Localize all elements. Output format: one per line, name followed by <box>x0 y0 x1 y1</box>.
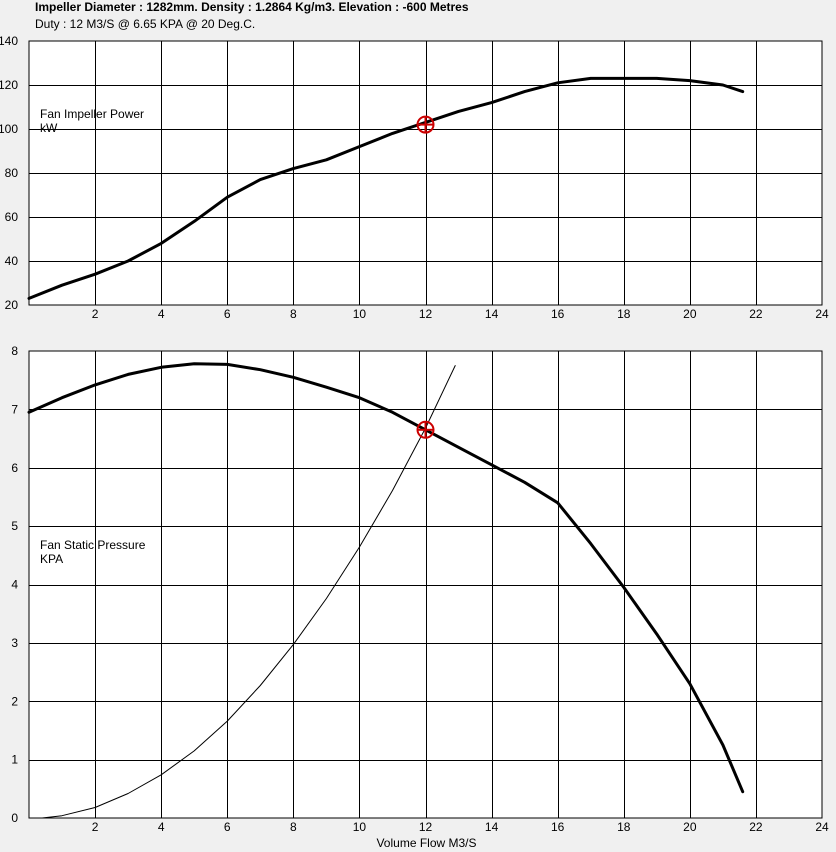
x-tick-label: 14 <box>485 820 499 834</box>
x-tick-label: 8 <box>290 307 297 321</box>
x-tick-label: 22 <box>749 307 763 321</box>
x-tick-label: 4 <box>158 307 165 321</box>
x-tick-label: 22 <box>749 820 763 834</box>
plot-label-line: kW <box>40 121 58 135</box>
x-tick-label: 20 <box>683 307 697 321</box>
y-tick-label: 4 <box>11 578 18 592</box>
x-tick-label: 12 <box>419 820 433 834</box>
x-tick-label: 18 <box>617 820 631 834</box>
x-tick-label: 8 <box>290 820 297 834</box>
x-tick-label: 4 <box>158 820 165 834</box>
y-tick-label: 7 <box>11 402 18 416</box>
x-tick-label: 10 <box>353 820 367 834</box>
x-tick-label: 24 <box>815 820 829 834</box>
y-tick-label: 2 <box>11 694 18 708</box>
x-tick-label: 2 <box>92 307 99 321</box>
x-tick-label: 16 <box>551 820 565 834</box>
power-curve <box>27 76 745 300</box>
x-tick-label: 10 <box>353 307 367 321</box>
x-tick-label: 14 <box>485 307 499 321</box>
chart-title: Impeller Diameter : 1282mm. Density : 1.… <box>35 0 469 14</box>
y-tick-label: 8 <box>11 344 18 358</box>
y-tick-label: 0 <box>11 811 18 825</box>
y-tick-label: 40 <box>5 254 19 268</box>
y-tick-label: 20 <box>5 298 19 312</box>
x-tick-label: 16 <box>551 307 565 321</box>
x-tick-label: 18 <box>617 307 631 321</box>
x-tick-label: 12 <box>419 307 433 321</box>
y-tick-label: 120 <box>0 78 18 92</box>
pressure-curve <box>27 362 745 794</box>
y-tick-label: 5 <box>11 519 18 533</box>
x-tick-label: 2 <box>92 820 99 834</box>
y-tick-label: 80 <box>5 166 19 180</box>
y-tick-label: 100 <box>0 122 18 136</box>
plot-label-line: KPA <box>40 552 63 566</box>
y-tick-label: 60 <box>5 210 19 224</box>
x-axis-label: Volume Flow M3/S <box>376 836 476 850</box>
plot-label-line: Fan Impeller Power <box>40 107 144 121</box>
y-tick-label: 6 <box>11 461 18 475</box>
duty-subtitle: Duty : 12 M3/S @ 6.65 KPA @ 20 Deg.C. <box>35 17 256 31</box>
x-tick-label: 6 <box>224 820 231 834</box>
x-tick-label: 24 <box>815 307 829 321</box>
y-tick-label: 1 <box>11 753 18 767</box>
x-tick-label: 6 <box>224 307 231 321</box>
x-tick-label: 20 <box>683 820 697 834</box>
y-tick-label: 140 <box>0 34 18 48</box>
plot-label-line: Fan Static Pressure <box>40 538 146 552</box>
y-tick-label: 3 <box>11 636 18 650</box>
system-resistance-curve <box>41 365 456 819</box>
